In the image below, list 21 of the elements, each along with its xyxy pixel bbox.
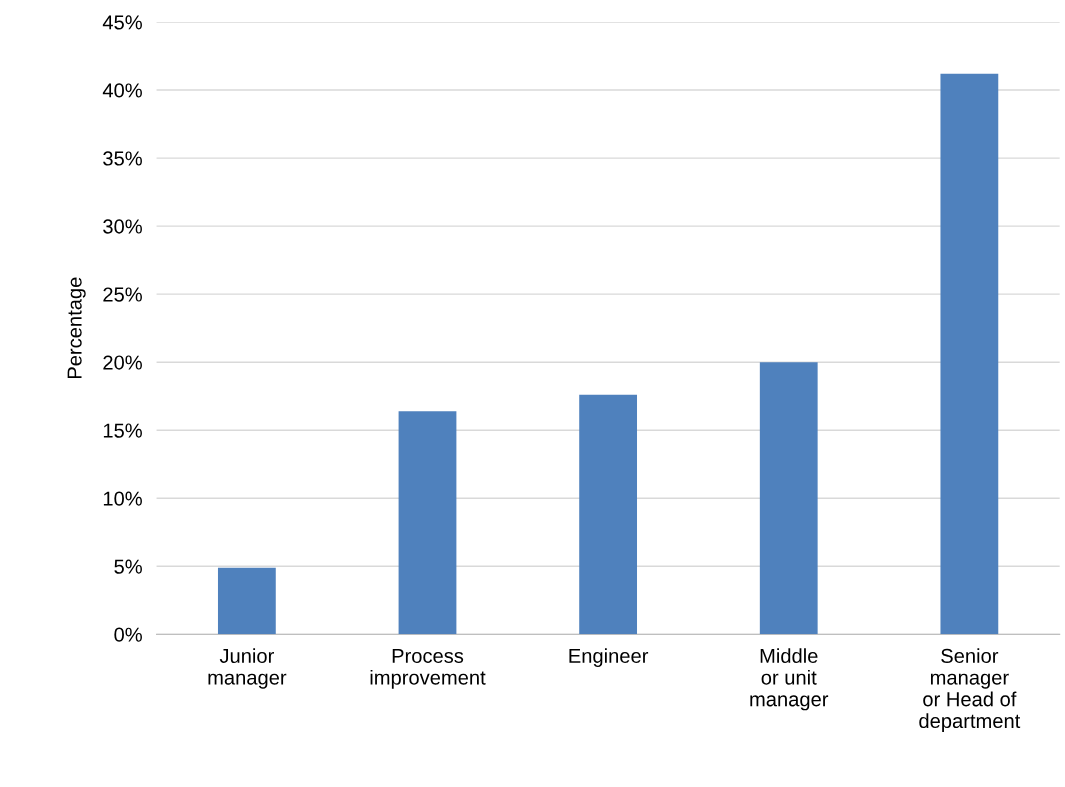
bar xyxy=(940,73,999,635)
y-tick-label: 25% xyxy=(103,287,142,302)
bar xyxy=(759,362,818,635)
bar xyxy=(398,411,457,635)
y-tick-label: 45% xyxy=(102,15,142,30)
x-tick-label: Middle or unit manager xyxy=(750,648,829,711)
x-tick-label: Senior manager or Head of department xyxy=(919,648,1021,733)
y-tick-label: 10% xyxy=(103,491,142,506)
y-tick-label: 5% xyxy=(114,559,142,574)
y-tick-label: 15% xyxy=(103,423,142,438)
y-tick-label: 30% xyxy=(103,219,142,234)
bar xyxy=(217,567,276,635)
bar xyxy=(579,394,638,635)
x-tick-label: Engineer xyxy=(569,648,649,667)
y-tick-label: 35% xyxy=(103,151,142,166)
y-tick-label: 20% xyxy=(103,355,142,370)
x-tick-label: Junior manager xyxy=(208,648,287,689)
y-axis-title: Percentage xyxy=(67,277,86,379)
x-tick-label: Process improvement xyxy=(370,648,486,689)
y-tick-label: 40% xyxy=(102,83,142,98)
y-tick-label: 0% xyxy=(114,627,142,642)
